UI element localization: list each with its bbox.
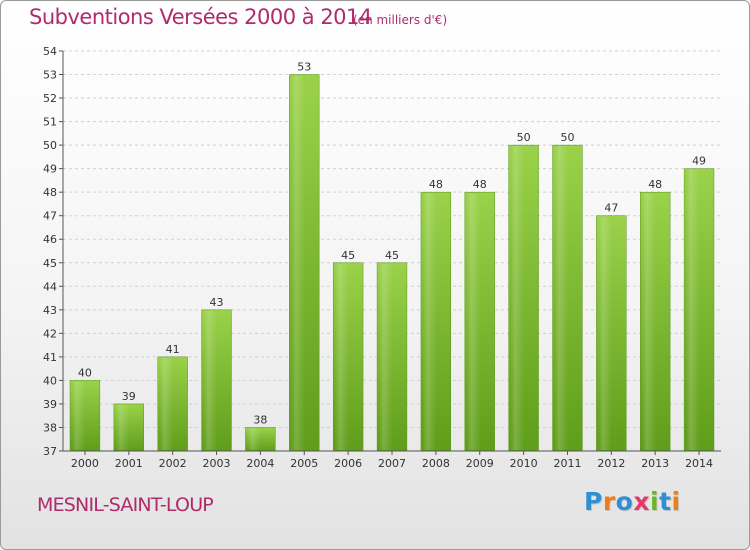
bar-shine-2000: [72, 381, 86, 450]
x-tick-label-2011: 2011: [553, 457, 581, 470]
chart-subtitle: (en milliers d'€): [353, 13, 448, 27]
y-tick-label: 50: [43, 139, 57, 152]
value-label-2003: 43: [210, 296, 224, 309]
value-label-2013: 48: [648, 178, 662, 191]
y-tick-label: 46: [43, 233, 57, 246]
proxiti-logo: Proxiti: [584, 487, 681, 516]
logo-letter: o: [615, 487, 634, 516]
logo-letter: t: [659, 487, 672, 516]
x-tick-label-2006: 2006: [334, 457, 362, 470]
y-tick-label: 53: [43, 69, 57, 82]
value-label-2005: 53: [297, 61, 311, 74]
bar-shine-2003: [203, 310, 218, 450]
x-tick-label-2007: 2007: [378, 457, 406, 470]
x-tick-label-2003: 2003: [203, 457, 231, 470]
bar-shine-2001: [115, 404, 130, 450]
bar-chart: 37 38 39 40 41 42 43 44 45 46 47 48 49 50 51 52 53 54 2000…: [43, 45, 721, 470]
y-tick-label: 52: [43, 92, 57, 105]
logo-letter: i: [650, 487, 660, 516]
value-label-2014: 49: [692, 155, 706, 168]
y-tick-label: 48: [43, 186, 57, 199]
x-tick-label-2000: 2000: [71, 457, 99, 470]
logo-letter: r: [602, 487, 616, 516]
logo-letter: x: [633, 487, 650, 516]
bar-shine-2009: [466, 193, 481, 451]
bars: [69, 74, 715, 452]
x-tick-label-2009: 2009: [466, 457, 494, 470]
bar-shine-2007: [379, 263, 393, 450]
logo-letter: i: [671, 487, 681, 516]
bar-shine-2011: [554, 146, 568, 450]
x-tick-label-2004: 2004: [246, 457, 274, 470]
y-tick-label: 44: [43, 280, 57, 293]
value-labels: 40 39 41 43 38 53 45 45 48 48 50 50 47 48 49: [78, 61, 706, 427]
bar-shine-2002: [159, 357, 174, 450]
axes: 37 38 39 40 41 42 43 44 45 46 47 48 49 50 51 52 53 54 2000…: [43, 45, 721, 470]
value-label-2007: 45: [385, 249, 399, 262]
x-tick-label-2008: 2008: [422, 457, 450, 470]
bar-shine-2014: [686, 169, 700, 450]
value-label-2009: 48: [473, 178, 487, 191]
y-tick-label: 45: [43, 257, 57, 270]
x-tick-label-2005: 2005: [290, 457, 318, 470]
bar-shine-2013: [642, 193, 656, 451]
value-label-2001: 39: [122, 390, 136, 403]
value-label-2002: 41: [166, 343, 180, 356]
x-tick-label-2013: 2013: [641, 457, 669, 470]
y-tick-label: 37: [43, 445, 57, 458]
y-tick-label: 40: [43, 374, 57, 387]
y-tick-label: 41: [43, 351, 57, 364]
value-label-2008: 48: [429, 178, 443, 191]
y-tick-label: 39: [43, 398, 57, 411]
y-tick-label: 38: [43, 421, 57, 434]
value-label-2004: 38: [253, 413, 267, 426]
value-label-2010: 50: [517, 131, 531, 144]
y-tick-label: 51: [43, 116, 57, 129]
bar-shine-2012: [598, 216, 612, 450]
bar-shine-2004: [247, 428, 261, 450]
commune-name: MESNIL-SAINT-LOUP: [37, 494, 214, 516]
bar-shine-2005: [291, 75, 305, 450]
x-tick-label-2012: 2012: [597, 457, 625, 470]
value-label-2006: 45: [341, 249, 355, 262]
y-tick-label: 43: [43, 304, 57, 317]
value-label-2012: 47: [604, 202, 618, 215]
x-tick-label-2014: 2014: [685, 457, 713, 470]
value-label-2000: 40: [78, 366, 92, 379]
bar-shine-2010: [510, 146, 525, 450]
x-tick-label-2002: 2002: [159, 457, 187, 470]
x-tick-label-2001: 2001: [115, 457, 143, 470]
bar-shine-2008: [422, 193, 437, 451]
y-tick-label: 54: [43, 45, 57, 58]
y-tick-label: 47: [43, 210, 57, 223]
x-tick-label-2010: 2010: [510, 457, 538, 470]
y-tick-label: 49: [43, 163, 57, 176]
value-label-2011: 50: [560, 131, 574, 144]
chart-title: Subventions Versées 2000 à 2014: [29, 5, 372, 29]
y-tick-label: 42: [43, 327, 57, 340]
bar-shine-2006: [335, 263, 349, 450]
logo-letter: P: [584, 487, 603, 516]
